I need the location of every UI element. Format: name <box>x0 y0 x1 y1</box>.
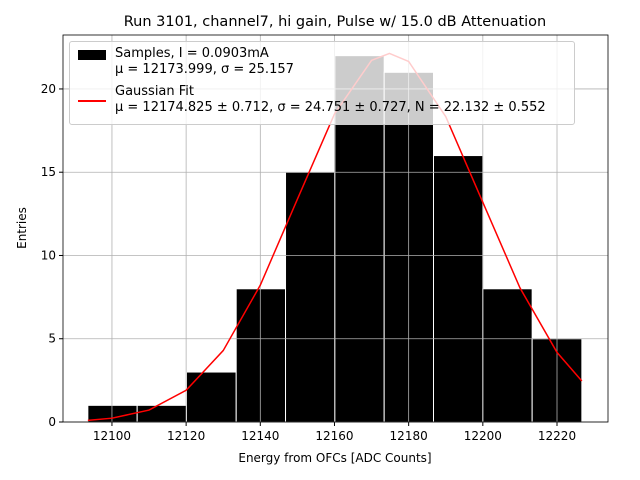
x-tick-label: 12160 <box>315 429 353 443</box>
x-tick-label: 12180 <box>390 429 428 443</box>
y-tick-label: 10 <box>41 248 56 262</box>
x-axis-label: Energy from OFCs [ADC Counts] <box>238 451 431 465</box>
axes-frame <box>62 34 609 423</box>
x-tick-label: 12220 <box>538 429 576 443</box>
bar <box>136 404 188 423</box>
legend-entry: Gaussian Fit μ = 12174.825 ± 0.712, σ = … <box>78 84 566 116</box>
y-tick-label: 0 <box>48 415 56 429</box>
bar <box>186 371 237 423</box>
x-tick-label: 12200 <box>464 429 502 443</box>
legend-swatch <box>78 46 106 76</box>
chart-title: Run 3101, channel7, hi gain, Pulse w/ 15… <box>124 14 547 30</box>
x-tick-label: 12140 <box>241 429 279 443</box>
legend-entry: Samples, I = 0.0903mA μ = 12173.999, σ =… <box>78 46 566 78</box>
legend-swatch <box>78 84 106 114</box>
legend-label: Samples, I = 0.0903mA μ = 12173.999, σ =… <box>115 46 294 77</box>
x-tick-label: 12100 <box>93 429 131 443</box>
y-tick-label: 15 <box>41 165 56 179</box>
legend-label: Gaussian Fit μ = 12174.825 ± 0.712, σ = … <box>115 84 546 115</box>
y-tick-label: 20 <box>41 82 56 96</box>
legend: Samples, I = 0.0903mA μ = 12173.999, σ =… <box>69 41 575 125</box>
bar <box>433 155 484 423</box>
y-axis-label: Entries <box>15 207 29 249</box>
x-tick-label: 12120 <box>167 429 205 443</box>
bar <box>285 171 336 423</box>
y-tick-label: 5 <box>48 332 56 346</box>
bar <box>235 288 287 423</box>
bar <box>482 288 533 423</box>
